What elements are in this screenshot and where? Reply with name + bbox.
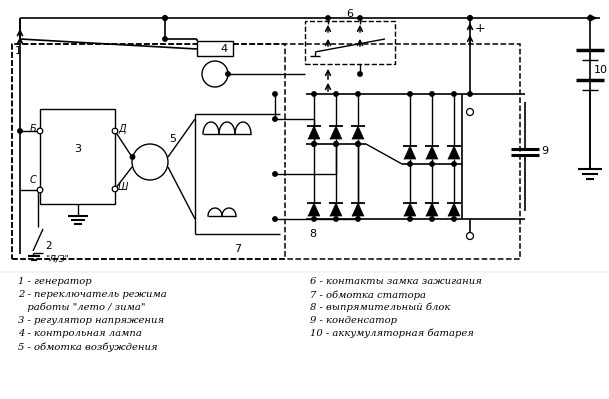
Circle shape [202,61,228,87]
Circle shape [430,92,434,96]
Circle shape [312,142,316,146]
Circle shape [452,92,456,96]
Circle shape [163,16,167,20]
Circle shape [163,16,167,20]
Circle shape [356,142,360,146]
Text: 1: 1 [15,46,22,56]
Circle shape [408,217,412,221]
Circle shape [466,109,474,115]
Text: 9 - конденсатор: 9 - конденсатор [310,316,397,325]
Text: 4: 4 [220,44,227,54]
Circle shape [408,162,412,166]
Circle shape [312,92,316,96]
Text: Б: Б [29,124,36,134]
Circle shape [163,37,167,41]
Circle shape [468,92,472,96]
Circle shape [358,72,362,76]
Text: 10 - аккумуляторная батарея: 10 - аккумуляторная батарея [310,329,474,338]
Circle shape [588,16,592,20]
Text: 3 - регулятор напряжения: 3 - регулятор напряжения [18,316,164,325]
Polygon shape [330,203,342,216]
Polygon shape [352,126,364,139]
Text: С: С [29,175,36,185]
Circle shape [273,117,277,121]
Text: "Л/З": "Л/З" [45,254,69,263]
Polygon shape [404,146,416,159]
Circle shape [112,186,118,192]
Text: +: + [475,22,485,34]
Circle shape [408,92,412,96]
Circle shape [430,162,434,166]
Text: 6 - контакты замка зажигания: 6 - контакты замка зажигания [310,277,482,286]
Text: 7: 7 [234,244,241,254]
Circle shape [356,142,360,146]
Circle shape [132,144,168,180]
Text: 6: 6 [347,9,353,19]
Text: 1 - генератор: 1 - генератор [18,277,91,286]
Circle shape [37,128,43,134]
Polygon shape [330,126,342,139]
Circle shape [334,92,338,96]
Circle shape [312,142,316,146]
Text: 10: 10 [594,65,608,75]
Bar [305,21,395,64]
Circle shape [358,16,362,20]
Text: Ш: Ш [118,182,128,192]
Text: 8: 8 [309,229,316,239]
Text: 9: 9 [541,146,548,156]
Polygon shape [448,203,460,216]
Polygon shape [308,126,320,139]
Text: 5: 5 [169,134,176,144]
Polygon shape [426,146,438,159]
Bar [197,41,233,56]
Circle shape [468,16,472,20]
Text: 2: 2 [45,241,52,251]
Text: 5 - обмотка возбуждения: 5 - обмотка возбуждения [18,342,158,352]
Circle shape [356,92,360,96]
Circle shape [430,217,434,221]
Circle shape [112,128,118,134]
Circle shape [356,217,360,221]
Text: 3: 3 [74,144,81,154]
Text: 7 - обмотка статора: 7 - обмотка статора [310,290,426,300]
Circle shape [273,217,277,221]
Polygon shape [308,203,320,216]
Circle shape [273,92,277,96]
Text: работы "лето / зима": работы "лето / зима" [18,303,146,312]
Text: 8 - выпрямительный блок: 8 - выпрямительный блок [310,303,451,312]
Polygon shape [426,203,438,216]
Circle shape [334,142,338,146]
Circle shape [466,233,474,239]
Circle shape [226,72,230,76]
Polygon shape [448,146,460,159]
Circle shape [273,172,277,176]
Circle shape [130,155,135,159]
Circle shape [326,16,330,20]
Circle shape [468,16,472,20]
Circle shape [312,217,316,221]
Text: 2 - переключатель режима: 2 - переключатель режима [18,290,167,299]
Circle shape [334,217,338,221]
Polygon shape [352,203,364,216]
Bar [12,44,285,259]
Circle shape [18,129,22,133]
Text: Д: Д [118,124,125,134]
Bar [12,44,520,259]
Text: 4 - контрольная лампа: 4 - контрольная лампа [18,329,142,338]
Circle shape [334,142,338,146]
Circle shape [452,217,456,221]
Circle shape [37,187,43,193]
Bar [40,109,115,204]
Polygon shape [404,203,416,216]
Circle shape [452,162,456,166]
